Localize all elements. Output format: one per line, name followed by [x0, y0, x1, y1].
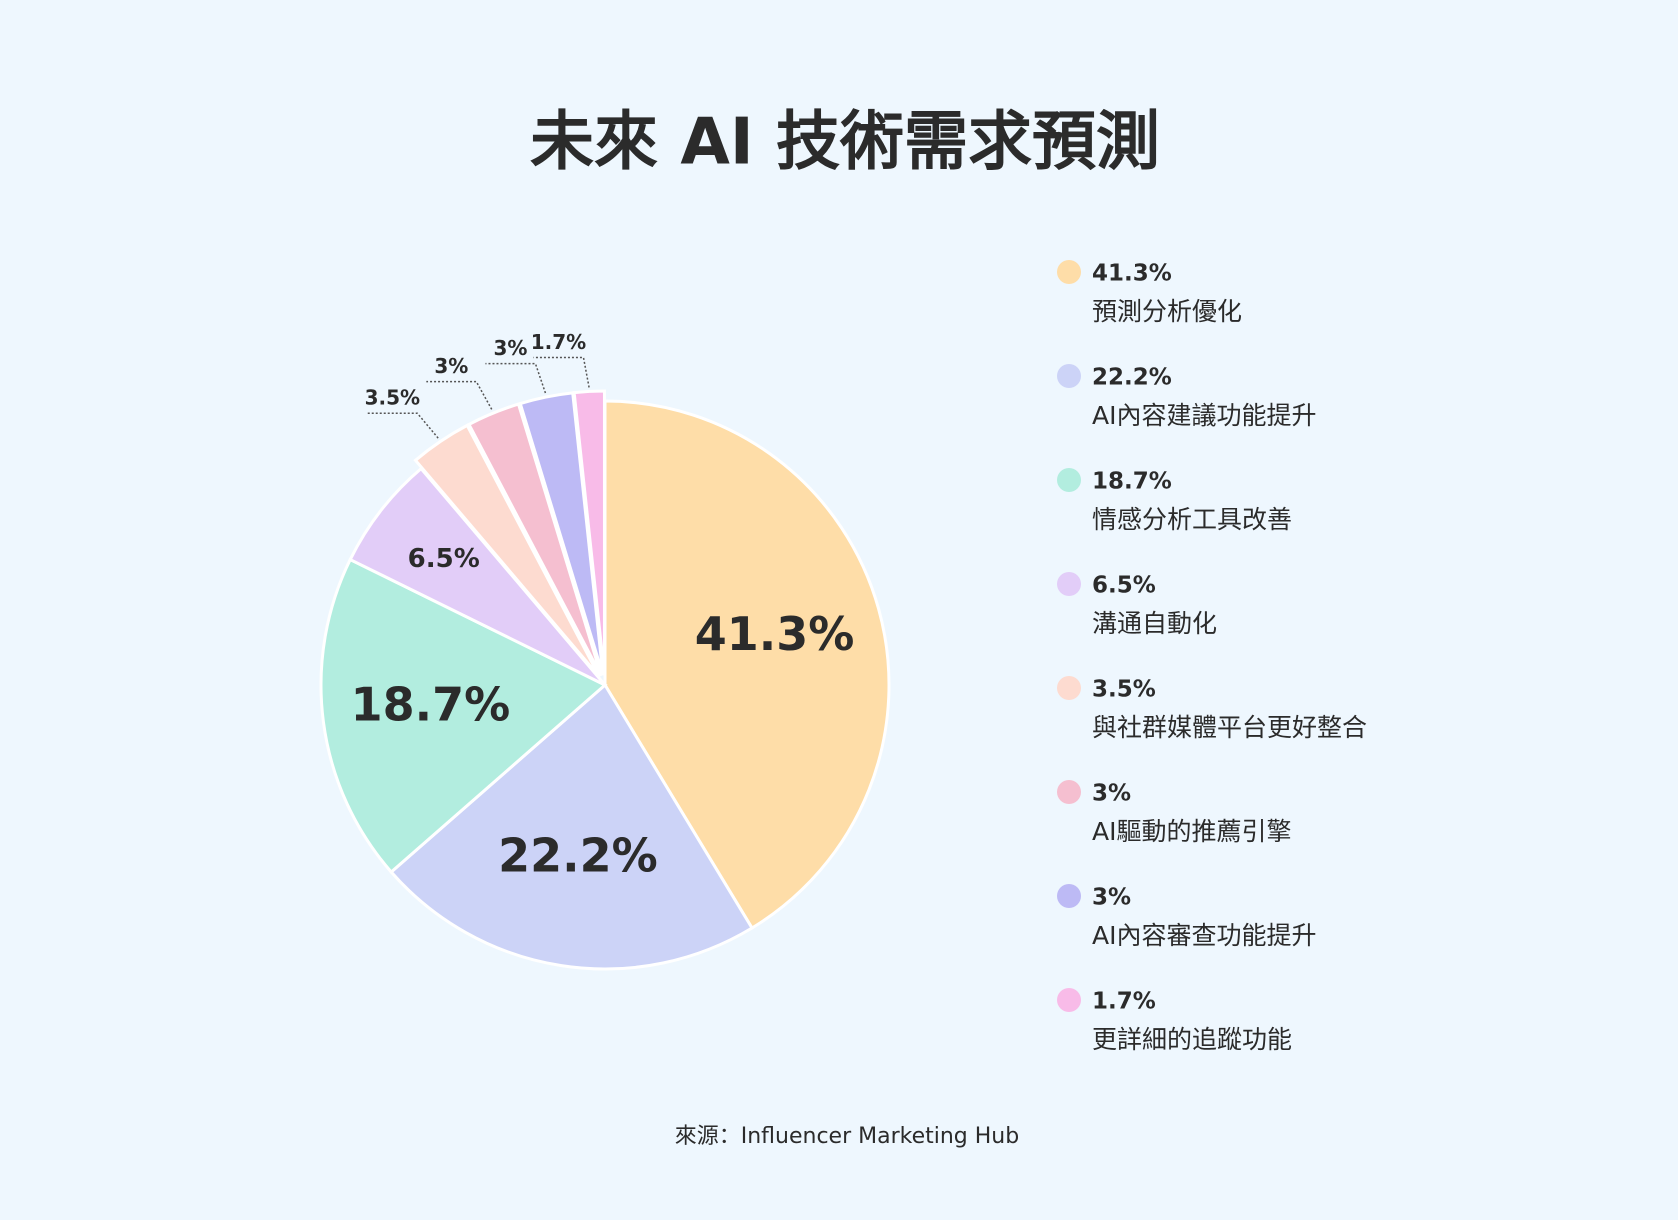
legend-value: 3.5%: [1092, 677, 1156, 703]
data-label: 3%: [493, 336, 527, 360]
legend-value: 41.3%: [1092, 261, 1172, 287]
legend-swatch: [1057, 468, 1081, 492]
data-label: 6.5%: [408, 544, 480, 574]
legend-swatch: [1057, 676, 1081, 700]
source-note: 來源：Influencer Marketing Hub: [675, 1124, 1019, 1149]
legend-value: 3%: [1092, 885, 1131, 911]
leader-line: [426, 380, 493, 410]
legend-swatch: [1057, 260, 1081, 284]
legend-label: AI內容審查功能提升: [1092, 921, 1316, 950]
legend-label: AI內容建議功能提升: [1092, 401, 1316, 430]
data-label: 41.3%: [695, 607, 855, 661]
legend-value: 18.7%: [1092, 469, 1172, 495]
legend-label: 預測分析優化: [1092, 297, 1242, 326]
pie-slice: [603, 399, 891, 931]
legend-value: 6.5%: [1092, 573, 1156, 599]
pie-slice: [319, 557, 608, 875]
data-label: 22.2%: [498, 828, 658, 882]
legend-value: 22.2%: [1092, 365, 1172, 391]
legend-label: AI驅動的推薦引擎: [1092, 817, 1291, 846]
leader-line: [367, 412, 439, 439]
legend-label: 更詳細的追蹤功能: [1092, 1025, 1292, 1054]
leader-line: [485, 362, 547, 394]
legend-value: 3%: [1092, 781, 1131, 807]
legend-swatch: [1057, 364, 1081, 388]
legend-label: 溝通自動化: [1092, 609, 1217, 638]
pie-slice: [348, 466, 607, 687]
pie-slice: [389, 682, 755, 971]
legend-swatch: [1057, 572, 1081, 596]
legend-swatch: [1057, 780, 1081, 804]
pie-slice: [572, 389, 606, 676]
legend-label: 與社群媒體平台更好整合: [1092, 713, 1367, 742]
pie-slice: [413, 423, 601, 678]
legend-value: 1.7%: [1092, 989, 1156, 1015]
data-label: 3.5%: [365, 386, 420, 410]
legend-swatch: [1057, 884, 1081, 908]
pie-slice: [466, 402, 603, 677]
data-label: 1.7%: [531, 330, 586, 354]
legend-swatch: [1057, 988, 1081, 1012]
chart-title: 未來 AI 技術需求預測: [530, 106, 1160, 180]
data-label: 3%: [434, 354, 468, 378]
data-label: 18.7%: [351, 677, 511, 731]
legend-label: 情感分析工具改善: [1092, 505, 1292, 534]
